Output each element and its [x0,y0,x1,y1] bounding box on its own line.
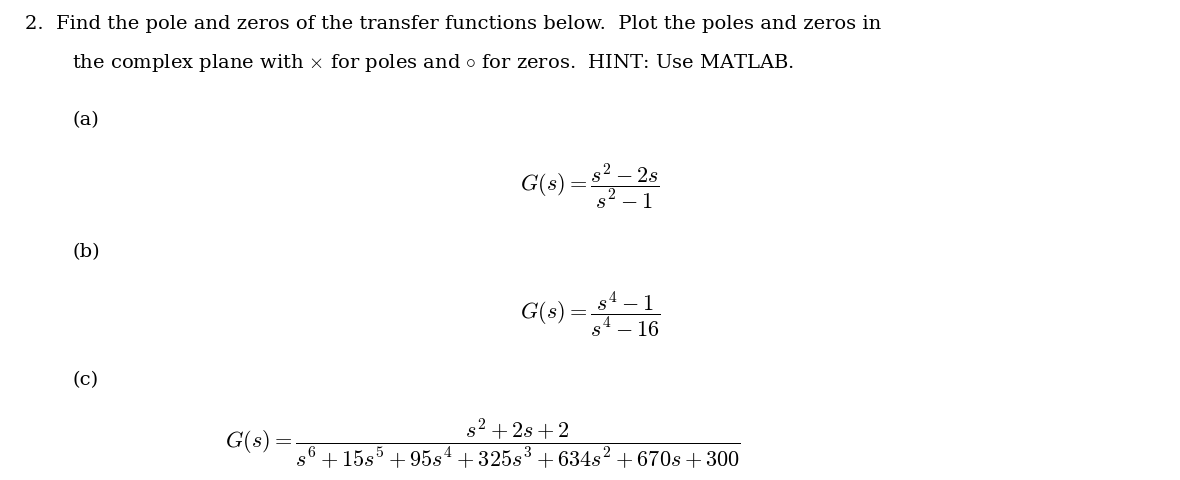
Text: $G(s) = \dfrac{s^2 - 2s}{s^2 - 1}$: $G(s) = \dfrac{s^2 - 2s}{s^2 - 1}$ [520,161,660,211]
Text: (a): (a) [72,111,99,129]
Text: the complex plane with $\times$ for poles and $\circ$ for zeros.  HINT: Use MATL: the complex plane with $\times$ for pole… [72,51,794,73]
Text: (b): (b) [72,243,99,261]
Text: (c): (c) [72,371,98,389]
Text: 2.  Find the pole and zeros of the transfer functions below.  Plot the poles and: 2. Find the pole and zeros of the transf… [25,15,881,33]
Text: $G(s) = \dfrac{s^2 + 2s + 2}{s^6 + 15s^5 + 95s^4 + 325s^3 + 634s^2 + 670s + 300}: $G(s) = \dfrac{s^2 + 2s + 2}{s^6 + 15s^5… [225,417,741,471]
Text: $G(s) = \dfrac{s^4 - 1}{s^4 - 16}$: $G(s) = \dfrac{s^4 - 1}{s^4 - 16}$ [519,289,661,339]
